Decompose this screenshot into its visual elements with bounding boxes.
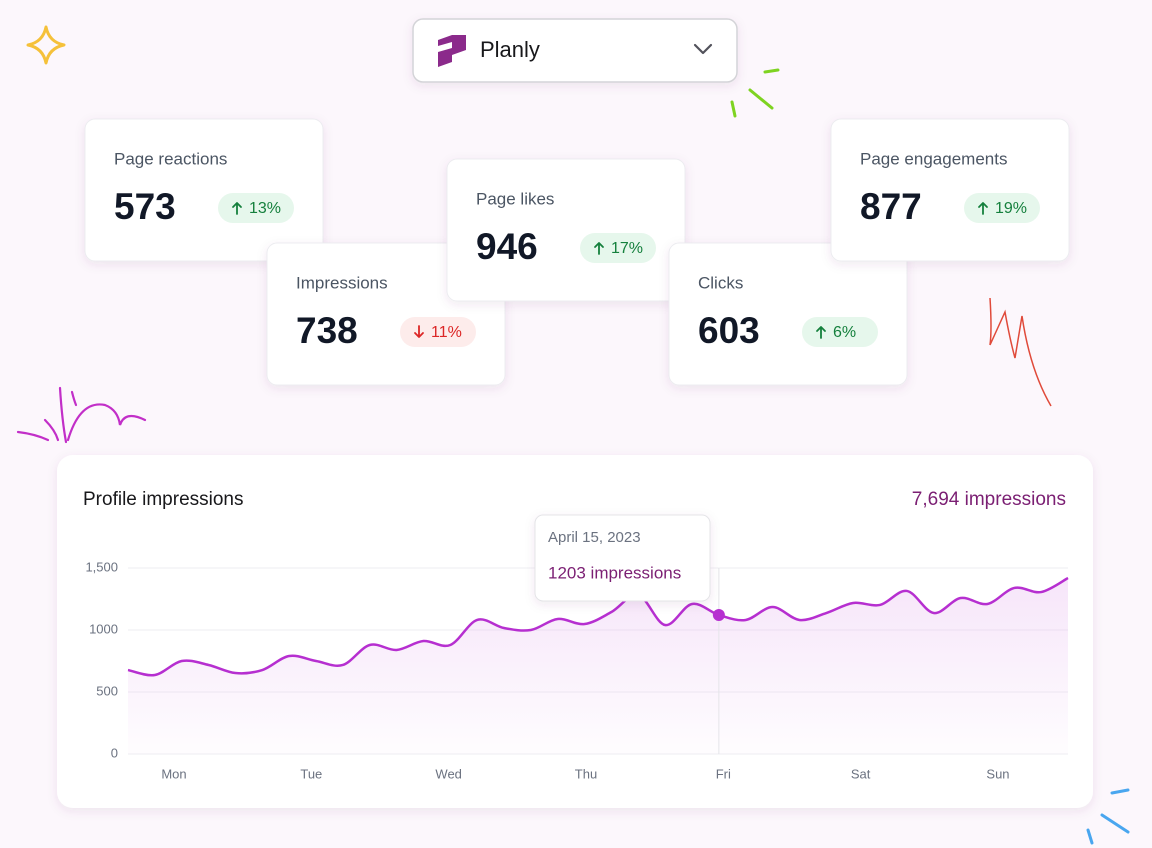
card-label: Page engagements bbox=[860, 149, 1007, 168]
change-badge bbox=[218, 193, 294, 223]
doodle bbox=[1086, 788, 1130, 845]
card-box bbox=[84, 118, 324, 262]
card-box bbox=[668, 242, 908, 386]
card-box bbox=[266, 242, 506, 386]
x-tick-label: Sat bbox=[851, 766, 871, 781]
x-tick-label: Fri bbox=[716, 766, 731, 781]
y-tick-label: 500 bbox=[96, 683, 118, 698]
x-tick-label: Thu bbox=[575, 766, 597, 781]
y-tick-label: 0 bbox=[111, 745, 118, 760]
tooltip bbox=[534, 514, 711, 602]
card-value: 603 bbox=[698, 310, 760, 351]
change-label: 11% bbox=[431, 324, 462, 341]
x-tick-label: Tue bbox=[300, 766, 322, 781]
doodle bbox=[16, 386, 147, 444]
change-label: 13% bbox=[249, 200, 281, 217]
dropdown-box[interactable] bbox=[412, 18, 738, 83]
hover-dot bbox=[712, 608, 725, 621]
doodle bbox=[989, 297, 1052, 407]
change-badge bbox=[964, 193, 1040, 223]
y-tick-label: 1000 bbox=[89, 621, 118, 636]
total-label: 7,694 impressions bbox=[912, 489, 1066, 510]
chart-title: Profile impressions bbox=[83, 489, 244, 510]
chart: 0 500 1000 1,500 Mon Tue Wed Thu Fri Sat Sun April … bbox=[85, 514, 1069, 781]
tooltip-value: 1203 impressions bbox=[548, 563, 681, 582]
change-badge bbox=[400, 317, 476, 347]
x-tick-label: Wed bbox=[435, 766, 462, 781]
card-value: 877 bbox=[860, 186, 922, 227]
trend-arrow bbox=[414, 325, 424, 338]
card-label: Clicks bbox=[698, 273, 743, 292]
stat-card: Clicks 603 6% bbox=[668, 242, 908, 386]
change-label: 17% bbox=[611, 240, 643, 257]
trend-arrow bbox=[594, 242, 604, 255]
card-label: Impressions bbox=[296, 273, 388, 292]
dropdown[interactable]: Planly bbox=[412, 18, 738, 83]
card-value: 738 bbox=[296, 310, 358, 351]
stat-card: Page likes 946 17% bbox=[446, 158, 686, 302]
card-box bbox=[446, 158, 686, 302]
card-box bbox=[830, 118, 1070, 262]
change-label: 19% bbox=[995, 200, 1027, 217]
doodle bbox=[730, 68, 780, 118]
trend-arrow bbox=[232, 202, 242, 215]
card-label: Page likes bbox=[476, 189, 554, 208]
stat-card: Impressions 738 11% bbox=[266, 242, 506, 386]
chevron bbox=[693, 43, 713, 55]
card-value: 946 bbox=[476, 226, 538, 267]
x-tick-label: Sun bbox=[986, 766, 1009, 781]
change-label: 6% bbox=[833, 324, 856, 341]
tooltip-date: April 15, 2023 bbox=[548, 529, 641, 546]
cards: Page reactions 573 13% Impressions 738 11% Pag… bbox=[84, 118, 1070, 386]
change-badge bbox=[802, 317, 878, 347]
logo bbox=[438, 35, 466, 67]
card-label: Page reactions bbox=[114, 149, 227, 168]
area bbox=[128, 578, 1068, 754]
stat-card: Page engagements 877 19% bbox=[830, 118, 1070, 262]
sparkle bbox=[26, 25, 66, 65]
dropdown-label: Planly bbox=[480, 37, 540, 62]
y-tick-label: 1,500 bbox=[85, 559, 118, 574]
card-value: 573 bbox=[114, 186, 176, 227]
change-badge bbox=[580, 233, 656, 263]
x-tick-label: Mon bbox=[161, 766, 186, 781]
trend-arrow bbox=[978, 202, 988, 215]
line bbox=[127, 576, 1069, 677]
trend-arrow bbox=[816, 326, 826, 339]
stat-card: Page reactions 573 13% bbox=[84, 118, 324, 262]
